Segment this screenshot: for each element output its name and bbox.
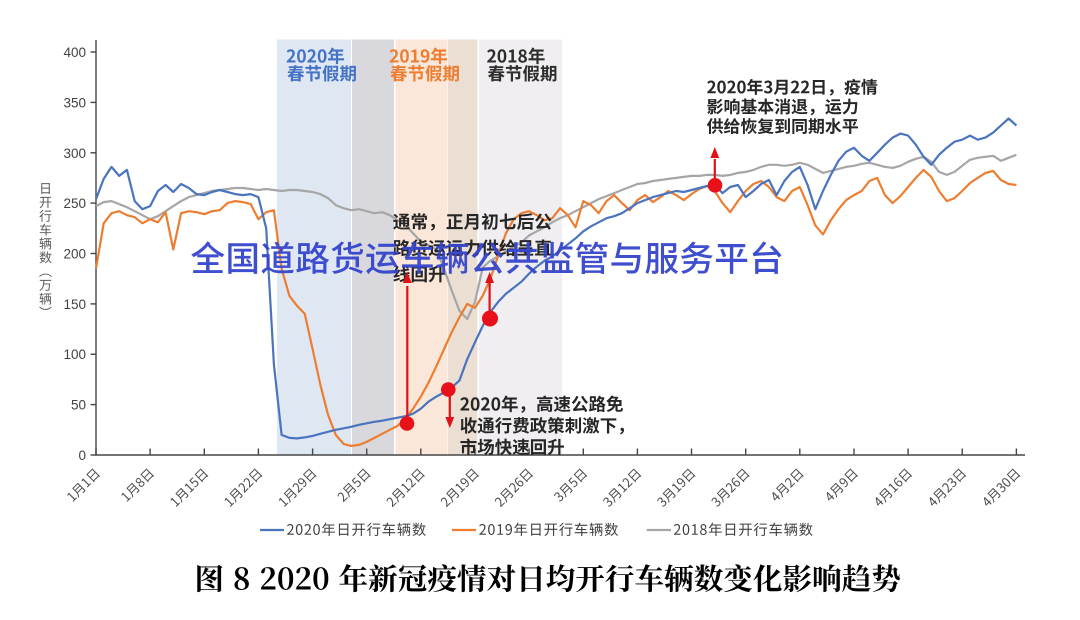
svg-text:0: 0	[78, 448, 86, 463]
svg-text:150: 150	[63, 297, 86, 312]
svg-text:250: 250	[63, 196, 86, 211]
svg-text:300: 300	[63, 146, 86, 161]
svg-text:350: 350	[63, 95, 86, 110]
svg-text:50: 50	[71, 398, 86, 413]
svg-text:100: 100	[63, 347, 86, 362]
svg-text:200: 200	[63, 247, 86, 262]
svg-text:400: 400	[63, 45, 86, 60]
